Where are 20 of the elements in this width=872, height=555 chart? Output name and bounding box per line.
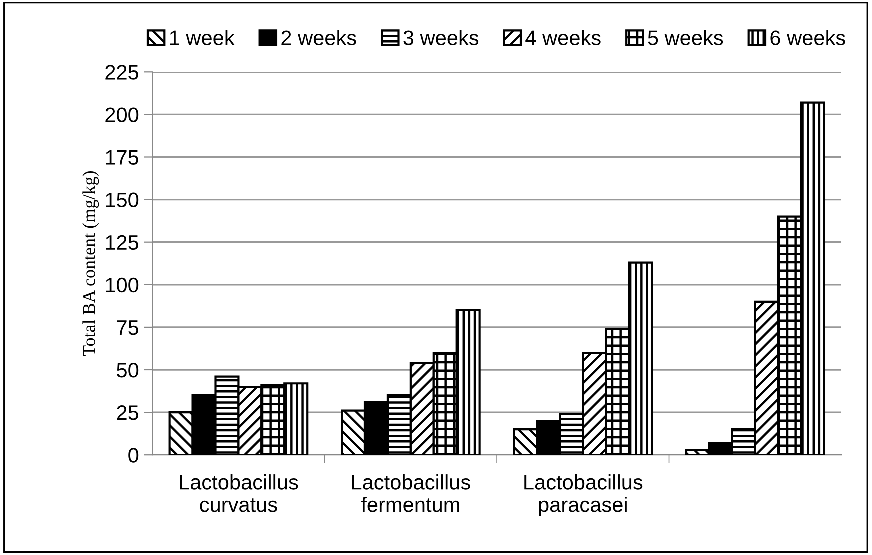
y-tick-label: 200	[106, 108, 139, 122]
x-tick-label: Lactobacillus fermentum	[352, 474, 470, 512]
legend-label: 5 weeks	[648, 30, 724, 46]
y-tick-label: 25	[117, 406, 139, 420]
y-tick-label: 150	[106, 192, 139, 208]
y-tick-label: 125	[106, 235, 139, 250]
legend-label: 3 weeks	[404, 30, 479, 46]
y-axis-title: Total BA content (mg/kg)	[82, 172, 100, 356]
legend-label: 2 weeks	[282, 30, 356, 46]
legend-label: 1 week	[170, 30, 235, 46]
x-tick-label: Lactobacillus paracasei	[524, 474, 643, 516]
x-tick-label: Lactobacillus curvatus	[180, 474, 298, 512]
y-tick-label: 175	[106, 150, 139, 166]
legend-label: 6 weeks	[770, 30, 846, 46]
y-tick-label: 0	[128, 448, 139, 463]
y-tick-label: 50	[117, 363, 139, 378]
legend-label: 4 weeks	[526, 30, 601, 46]
y-tick-label: 75	[117, 320, 139, 336]
y-tick-label: 100	[106, 278, 139, 293]
y-tick-label: 225	[106, 65, 139, 80]
